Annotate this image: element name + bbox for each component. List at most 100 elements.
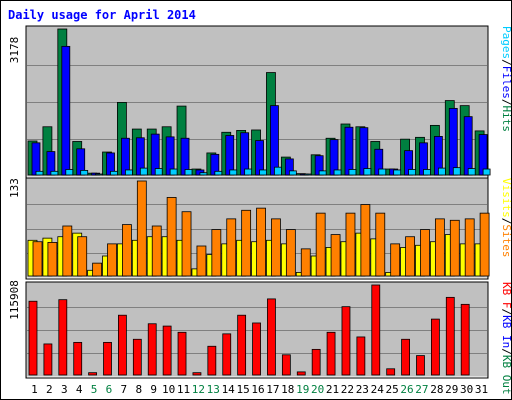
pages-bar-day-29 <box>452 167 461 176</box>
kb-f-bar-day-16 <box>252 322 261 376</box>
kb-f-bar-day-11 <box>177 331 187 376</box>
legend-entry: KB F <box>500 282 512 309</box>
x-tick-label-day-8: 8 <box>135 383 142 396</box>
files-bar-day-14 <box>225 135 235 176</box>
x-tick-label-day-5: 5 <box>91 383 98 396</box>
legend-entry: Sites <box>500 224 512 257</box>
legend-entry: Pages <box>500 26 512 59</box>
sites-bar-day-19 <box>300 248 311 277</box>
files-bar-day-23 <box>359 127 369 176</box>
sites-bar-day-17 <box>271 218 281 277</box>
kb-f-bar-day-8 <box>132 338 142 376</box>
pages-bar-day-28 <box>437 167 446 176</box>
files-bar-day-17 <box>270 105 279 176</box>
x-tick-label-day-27: 27 <box>415 383 428 396</box>
sites-bar-day-6 <box>107 243 117 277</box>
sites-bar-day-29 <box>449 219 460 277</box>
sites-bar-day-26 <box>405 236 415 277</box>
sites-bar-day-10 <box>166 197 177 277</box>
kb-f-bar-day-20 <box>311 348 321 376</box>
files-bar-day-3 <box>61 45 71 176</box>
sites-bar-day-16 <box>256 207 266 277</box>
x-tick-label-day-10: 10 <box>162 383 175 396</box>
kb-f-bar-day-28 <box>430 318 440 376</box>
pages-bar-day-12 <box>199 172 208 176</box>
legend-entry: / <box>500 348 512 355</box>
pages-bar-day-3 <box>65 169 74 176</box>
kb-f-bar-day-3 <box>58 299 68 376</box>
kb-f-bar-day-12 <box>192 372 202 376</box>
sites-bar-day-21 <box>330 234 341 277</box>
sites-bar-day-27 <box>420 229 430 277</box>
x-tick-label-day-21: 21 <box>326 383 339 396</box>
legend-entry: KB In <box>500 315 512 348</box>
files-bar-day-29 <box>448 107 458 176</box>
sites-bar-day-24 <box>375 212 386 277</box>
x-tick-label-day-2: 2 <box>46 383 53 396</box>
x-tick-label-day-25: 25 <box>386 383 399 396</box>
pages-bar-day-26 <box>408 169 416 176</box>
sites-bar-day-23 <box>360 204 371 277</box>
pages-bar-day-8 <box>139 167 148 176</box>
sites-axis-max-label: 133 <box>8 178 21 198</box>
sites-bar-day-4 <box>77 236 88 277</box>
x-tick-label-day-12: 12 <box>192 383 205 396</box>
x-tick-label-day-1: 1 <box>31 383 38 396</box>
sites-bar-day-18 <box>285 229 296 277</box>
pages-bar-day-21 <box>333 169 342 176</box>
pages-bar-day-4 <box>80 170 89 176</box>
kb-f-bar-day-4 <box>73 341 83 376</box>
kb-f-bar-day-24 <box>371 284 381 376</box>
x-tick-label-day-13: 13 <box>207 383 220 396</box>
kb-f-bar-day-21 <box>326 331 336 376</box>
files-bar-day-1 <box>31 142 41 176</box>
kb-f-bar-day-26 <box>401 338 410 376</box>
kb-f-bar-day-19 <box>296 371 306 376</box>
sites-bar-day-9 <box>151 225 162 277</box>
kb-f-bar-day-17 <box>267 298 276 376</box>
sites-bar-day-7 <box>122 224 132 277</box>
kb-f-bar-day-18 <box>281 354 291 376</box>
kb-f-bar-day-5 <box>88 372 98 376</box>
pages-bar-day-23 <box>363 168 372 176</box>
files-bar-day-22 <box>344 126 354 176</box>
x-tick-label-day-4: 4 <box>76 383 83 396</box>
sites-bar-day-15 <box>241 209 252 277</box>
kb-f-bar-day-29 <box>445 296 455 376</box>
pages-bar-day-10 <box>169 168 178 176</box>
pages-bar-day-20 <box>318 170 327 176</box>
kb-f-bar-day-7 <box>118 314 127 376</box>
kb-f-bar-day-10 <box>162 325 172 376</box>
pages-bar-day-18 <box>288 170 297 176</box>
kbytes-panel <box>25 281 489 379</box>
sites-bar-day-22 <box>345 212 356 277</box>
x-tick-label-day-31: 31 <box>475 383 488 396</box>
x-tick-label-day-18: 18 <box>281 383 294 396</box>
pages-bar-day-14 <box>229 169 238 176</box>
x-axis-labels: 1 2 3 4 5 6 7 8 9 10 11 12 13 14 15 16 17 18 19 20 21 22 23 24 2… <box>31 383 488 396</box>
hits-axis-max-label: 3178 <box>8 37 21 64</box>
legend-entry: Visits <box>500 178 512 218</box>
kb-f-bar-day-15 <box>237 314 247 376</box>
x-tick-label-day-15: 15 <box>236 383 249 396</box>
legend-entry: / <box>500 99 512 106</box>
sites-bar-day-1 <box>32 241 43 277</box>
kb-f-bar-day-2 <box>43 343 53 376</box>
x-tick-label-day-26: 26 <box>400 383 413 396</box>
sites-bar-day-8 <box>136 180 147 277</box>
pages-bar-day-9 <box>154 168 163 176</box>
kbytes-legend: KB F/KB In/KB Out <box>500 282 512 395</box>
x-tick-label-day-9: 9 <box>150 383 157 396</box>
x-tick-label-day-23: 23 <box>356 383 369 396</box>
sites-bar-day-5 <box>92 262 103 277</box>
sites-bar-day-31 <box>479 212 490 277</box>
x-tick-label-day-16: 16 <box>251 383 264 396</box>
pages-bar-day-31 <box>482 168 491 176</box>
pages-bar-day-19 <box>303 173 312 176</box>
files-bar-day-30 <box>463 116 473 176</box>
sites-bar-day-2 <box>47 242 58 277</box>
pages-bar-day-24 <box>378 168 387 176</box>
visits-sites-legend: Visits/Sites <box>500 178 512 258</box>
sites-bar-day-30 <box>464 218 475 277</box>
